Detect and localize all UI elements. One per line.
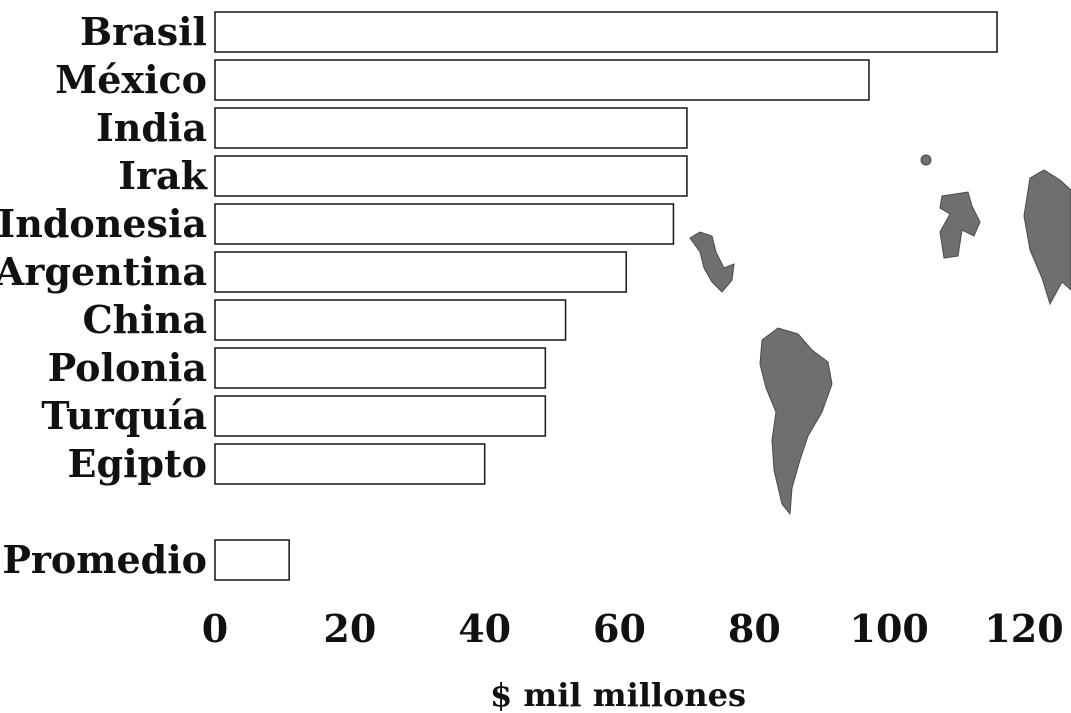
category-label-polonia: Polonia <box>48 345 207 390</box>
category-labels: BrasilMéxicoIndiaIrakIndonesiaArgentinaC… <box>0 9 208 582</box>
category-label-china: China <box>82 297 207 342</box>
x-tick-label: 60 <box>593 606 646 651</box>
category-label-egipto: Egipto <box>68 441 207 486</box>
x-axis-title: $ mil millones <box>490 676 746 713</box>
category-label-turquia: Turquía <box>41 393 207 438</box>
bar-india <box>214 107 688 149</box>
category-label-indonesia: Indonesia <box>0 201 207 246</box>
bar-china <box>214 299 567 341</box>
map-asia-fragment-shape <box>1023 169 1071 306</box>
category-label-india: India <box>96 105 207 150</box>
bar-mexico <box>214 59 870 101</box>
category-label-argentina: Argentina <box>0 249 207 294</box>
x-tick-label: 0 <box>202 606 228 651</box>
bar-brasil <box>214 11 998 53</box>
x-tick-label: 120 <box>984 606 1063 651</box>
bar-turquia <box>214 395 547 437</box>
category-label-irak: Irak <box>118 153 207 198</box>
bar-egipto <box>214 443 486 485</box>
category-label-brasil: Brasil <box>80 9 207 54</box>
bar-polonia <box>214 347 547 389</box>
x-tick-label: 80 <box>728 606 781 651</box>
map-mexico-shape <box>689 231 735 293</box>
category-label-promedio: Promedio <box>2 537 207 582</box>
map-south-america-shape <box>759 327 833 516</box>
x-tick-label: 40 <box>458 606 511 651</box>
x-tick-label: 100 <box>850 606 929 651</box>
world-map-decoration <box>689 154 1071 516</box>
bar-indonesia <box>214 203 675 245</box>
x-tick-label: 20 <box>323 606 376 651</box>
bar-argentina <box>214 251 628 293</box>
bar-irak <box>214 155 688 197</box>
bars-layer <box>214 11 998 581</box>
map-africa-fragment-shape <box>939 191 981 259</box>
category-label-mexico: México <box>55 57 207 102</box>
map-island-shape <box>920 154 932 166</box>
bar-promedio <box>214 539 290 581</box>
x-axis-ticks: 0 20 40 60 80 100 120 <box>202 606 1064 651</box>
